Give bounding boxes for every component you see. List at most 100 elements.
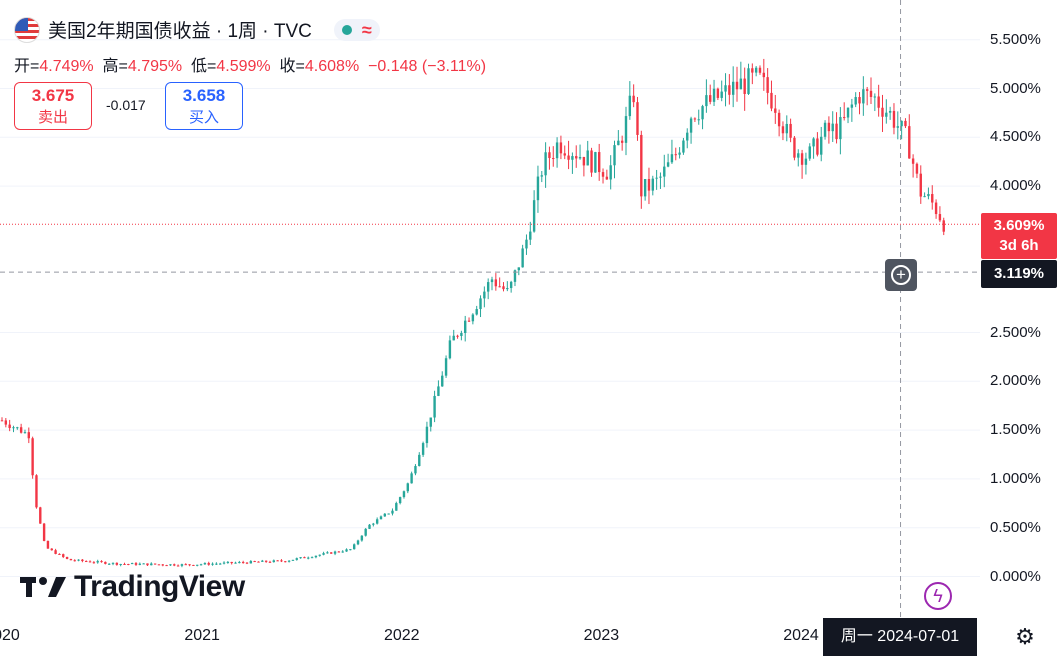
candle-body [839, 117, 842, 140]
add-alert-button[interactable]: + [885, 259, 917, 291]
candle-body [597, 152, 601, 173]
logo-text: TradingView [74, 570, 245, 603]
candle-body [693, 118, 697, 120]
candle-body [640, 134, 643, 197]
candle-body [931, 194, 934, 203]
candle-body [199, 564, 203, 566]
candle-body [517, 267, 521, 271]
candle-body [54, 550, 57, 554]
candle-body [620, 140, 624, 143]
candle-body [743, 78, 746, 94]
symbol-header[interactable]: 美国2年期国债收益 · 1周 · TVC ≈ [14, 16, 380, 43]
candle-body [865, 89, 869, 91]
candle-body [253, 561, 256, 563]
candle-body [751, 68, 754, 73]
sell-price: 3.675 [31, 85, 75, 105]
candle-body [911, 158, 915, 164]
settings-icon[interactable]: ⚙ [1015, 624, 1035, 649]
candle-body [605, 176, 609, 180]
close-label: 收= [279, 58, 305, 75]
candle-body [873, 96, 877, 98]
candle-body [624, 116, 628, 143]
candle-body [820, 136, 823, 155]
candle-body [161, 564, 164, 566]
candle-body [754, 67, 758, 73]
candle-body [659, 176, 662, 178]
candle-body [521, 248, 524, 268]
candle-body [663, 166, 666, 177]
candle-body [153, 563, 157, 565]
market-status[interactable]: ≈ [333, 18, 380, 41]
candle-body [456, 335, 459, 337]
lightning-icon[interactable]: ϟ [924, 582, 952, 610]
candle-body [548, 152, 551, 159]
tradingview-logo-icon [20, 577, 66, 597]
symbol-title: 美国2年期国债收益 · 1周 · TVC [48, 21, 312, 42]
open-value: 4.749% [39, 58, 94, 75]
candle-body [709, 95, 712, 102]
candle-body [731, 81, 735, 95]
candle-body [509, 281, 513, 289]
candle-body [578, 156, 582, 159]
buy-price: 3.658 [182, 85, 226, 105]
candle-body [272, 560, 276, 563]
candle-body [804, 158, 808, 165]
candle-body [774, 108, 777, 113]
candle-body [257, 561, 260, 563]
candle-body [345, 549, 348, 552]
candle-body [747, 68, 750, 94]
price-tick-label: 5.500% [990, 30, 1041, 48]
candle-body [402, 491, 406, 498]
candle-body [808, 146, 811, 159]
candle-body [467, 320, 471, 322]
candle-body [238, 562, 241, 564]
candle-body [915, 163, 919, 174]
candle-body [877, 96, 880, 108]
buy-label: 买入 [188, 108, 219, 126]
candle-body [525, 239, 528, 249]
candle-body [39, 507, 42, 524]
candle-body [115, 562, 119, 565]
candle-body [590, 150, 593, 173]
candle-body [421, 443, 425, 455]
candle-body [728, 85, 731, 95]
candle-body [686, 132, 689, 141]
candle-body [314, 555, 318, 558]
candle-body [444, 358, 448, 376]
candle-body [544, 152, 547, 176]
candle-body [701, 106, 704, 120]
candle-body [460, 333, 463, 336]
candle-body [264, 560, 268, 562]
sell-label: 卖出 [37, 108, 68, 126]
candle-body [341, 551, 344, 553]
candle-body [134, 563, 138, 565]
buy-button[interactable]: 3.658 买入 [165, 82, 243, 130]
candle-body [571, 156, 574, 160]
candle-body [582, 156, 586, 166]
candle-body [938, 214, 942, 221]
wave-icon: ≈ [361, 19, 372, 40]
sell-button[interactable]: 3.675 卖出 [14, 82, 92, 130]
candle-body [398, 497, 402, 504]
candle-body [310, 557, 314, 559]
candle-body [540, 175, 543, 177]
candle-body [173, 564, 176, 566]
candle-body [486, 282, 490, 292]
candle-body [241, 562, 245, 564]
candle-body [858, 97, 861, 104]
candle-body [720, 91, 723, 98]
candle-body [330, 552, 333, 554]
candle-body [532, 200, 536, 232]
candle-body [766, 77, 769, 93]
candle-body [689, 118, 693, 133]
candle-body [716, 88, 720, 98]
candle-body [391, 510, 394, 514]
time-tick-label: 2021 [184, 627, 220, 644]
countdown: 3d 6h [999, 237, 1039, 254]
candle-body [800, 153, 804, 165]
candle-body [62, 554, 65, 557]
candle-body [337, 551, 341, 553]
candle-body [418, 454, 421, 467]
